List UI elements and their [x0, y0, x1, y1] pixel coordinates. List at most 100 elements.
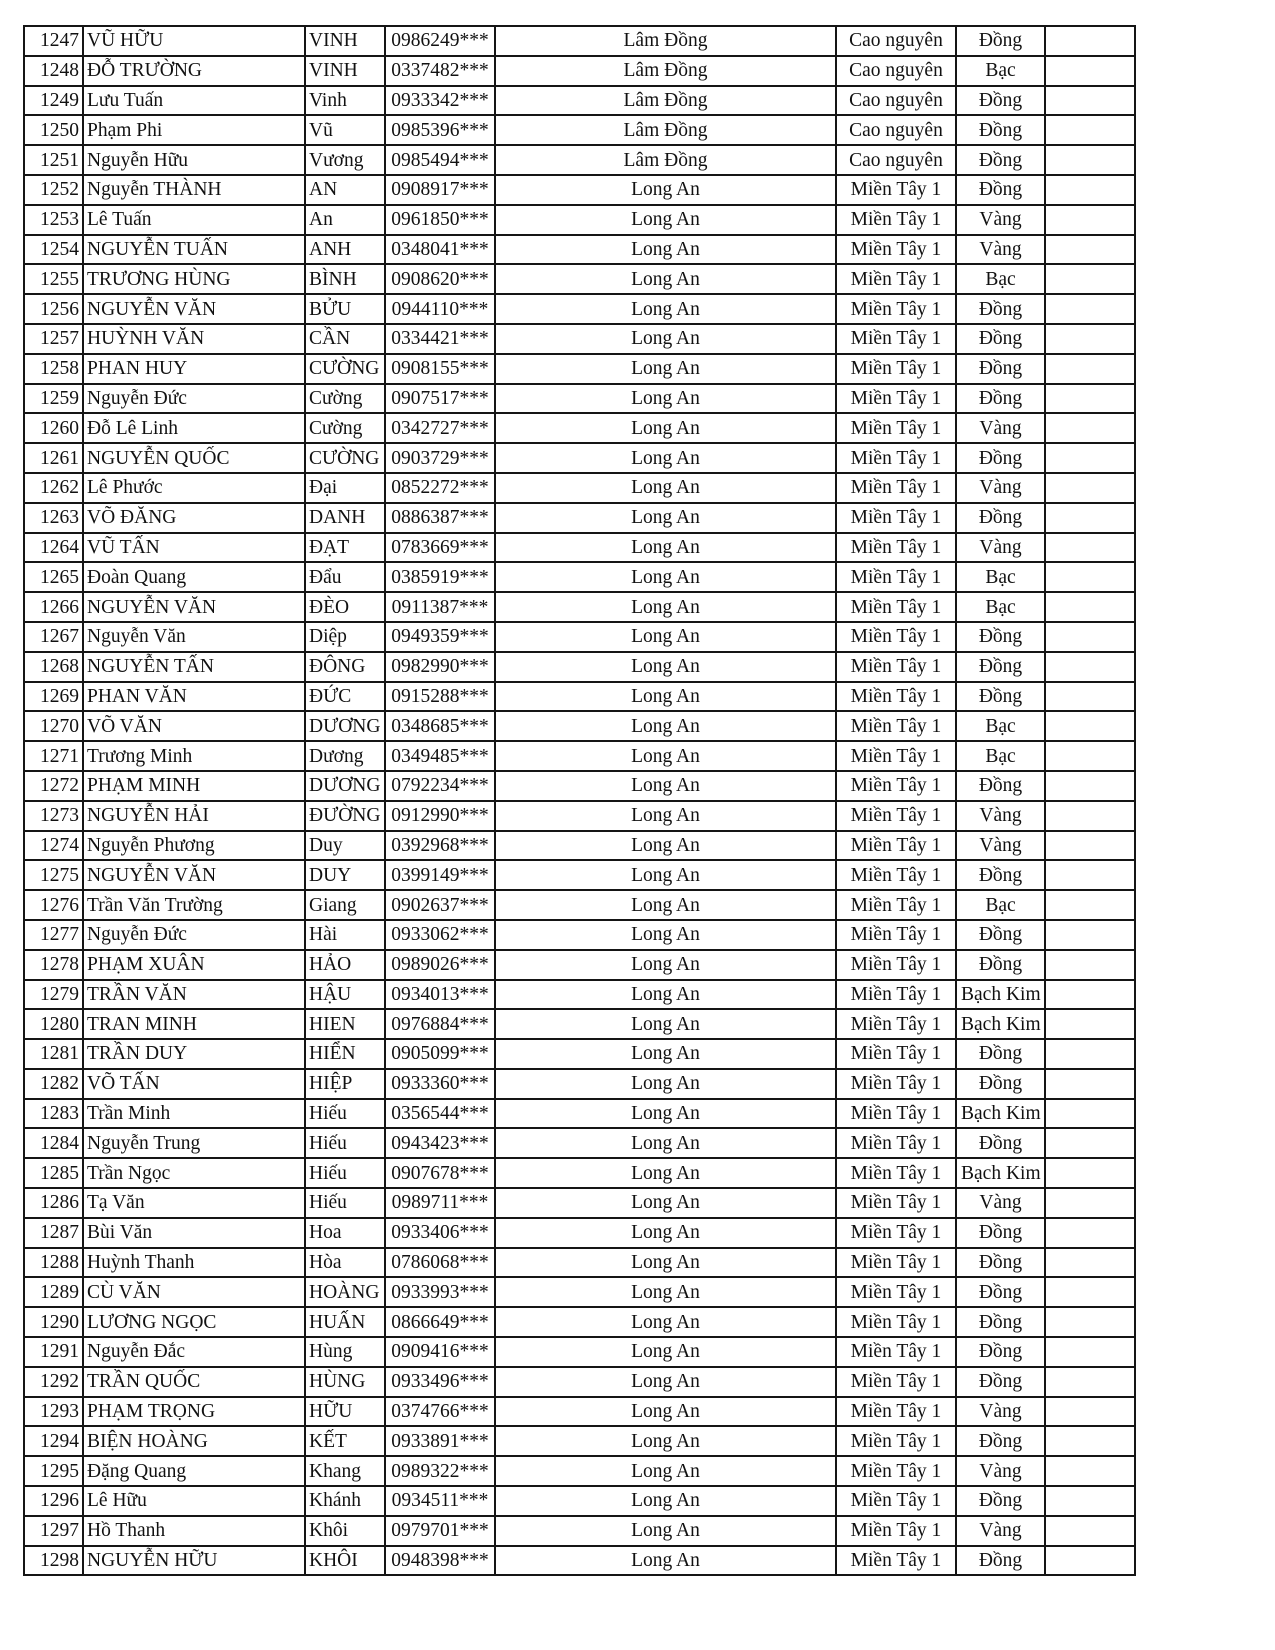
- tier-cell: Vàng: [955, 829, 1046, 862]
- province-cell: Long An: [494, 561, 837, 594]
- province-cell: Long An: [494, 1008, 837, 1041]
- table-row: 1280 TRAN MINH HIEN 0976884*** Long An Miền T…: [23, 1008, 1136, 1041]
- table-row: 1247 VŨ HỮU VINH 0986249*** Lâm Đồng Cao nguy…: [23, 25, 1136, 57]
- phone-number-cell: 0399149***: [384, 859, 496, 892]
- note-cell: [1044, 1306, 1136, 1339]
- row-number-cell: 1287: [23, 1216, 84, 1249]
- row-number-cell: 1298: [23, 1544, 84, 1577]
- row-number-cell: 1284: [23, 1127, 84, 1160]
- table-row: 1296 Lê Hữu Khánh 0934511*** Long An Miền Tây…: [23, 1485, 1136, 1517]
- given-name-cell: Hiếu: [304, 1157, 386, 1190]
- region-cell: Miền Tây 1: [835, 948, 957, 981]
- row-number-cell: 1258: [23, 352, 84, 385]
- phone-number-cell: 0903729***: [384, 442, 496, 474]
- row-number-cell: 1268: [23, 650, 84, 683]
- region-cell: Miền Tây 1: [835, 173, 957, 206]
- family-name-cell: Lê Phước: [82, 471, 306, 504]
- tier-cell: Đồng: [955, 1216, 1046, 1249]
- province-cell: Long An: [494, 889, 837, 921]
- family-name-cell: Trần Văn Trường: [82, 889, 306, 921]
- table-row: 1295 Đặng Quang Khang 0989322*** Long An Miền…: [23, 1455, 1136, 1488]
- table-row: 1266 NGUYỄN VĂN ĐÈO 0911387*** Long An Miền T…: [23, 591, 1136, 623]
- region-cell: Miền Tây 1: [835, 203, 957, 236]
- tier-cell: Bạc: [955, 889, 1046, 921]
- phone-number-cell: 0912990***: [384, 799, 496, 832]
- tier-cell: Đồng: [955, 114, 1046, 147]
- region-cell: Miền Tây 1: [835, 889, 957, 921]
- family-name-cell: NGUYỄN VĂN: [82, 591, 306, 623]
- row-number-cell: 1266: [23, 591, 84, 623]
- province-cell: Long An: [494, 769, 837, 802]
- family-name-cell: Nguyễn Đức: [82, 382, 306, 415]
- table-row: 1294 BIỆN HOÀNG KẾT 0933891*** Long An Miền T…: [23, 1425, 1136, 1458]
- note-cell: [1044, 1067, 1136, 1100]
- province-cell: Long An: [494, 1067, 837, 1100]
- region-cell: Miền Tây 1: [835, 591, 957, 623]
- family-name-cell: BIỆN HOÀNG: [82, 1425, 306, 1458]
- region-cell: Miền Tây 1: [835, 1038, 957, 1070]
- table-row: 1285 Trần Ngọc Hiếu 0907678*** Long An Miền T…: [23, 1157, 1136, 1190]
- region-cell: Cao nguyên: [835, 144, 957, 176]
- family-name-cell: Nguyễn Đức: [82, 918, 306, 951]
- phone-number-cell: 0886387***: [384, 501, 496, 534]
- row-number-cell: 1247: [23, 25, 84, 57]
- province-cell: Long An: [494, 620, 837, 653]
- row-number-cell: 1296: [23, 1485, 84, 1517]
- tier-cell: Đồng: [955, 620, 1046, 653]
- region-cell: Miền Tây 1: [835, 650, 957, 683]
- row-number-cell: 1261: [23, 442, 84, 474]
- tier-cell: Đồng: [955, 1067, 1046, 1100]
- given-name-cell: HUẤN: [304, 1306, 386, 1339]
- row-number-cell: 1252: [23, 173, 84, 206]
- tier-cell: Bạc: [955, 54, 1046, 87]
- given-name-cell: AN: [304, 173, 386, 206]
- note-cell: [1044, 1246, 1136, 1279]
- given-name-cell: Đẩu: [304, 561, 386, 594]
- given-name-cell: ĐÈO: [304, 591, 386, 623]
- note-cell: [1044, 1216, 1136, 1249]
- province-cell: Long An: [494, 799, 837, 832]
- note-cell: [1044, 620, 1136, 653]
- province-cell: Long An: [494, 1306, 837, 1339]
- given-name-cell: ANH: [304, 233, 386, 266]
- given-name-cell: Duy: [304, 829, 386, 862]
- tier-cell: Bạc: [955, 740, 1046, 772]
- phone-number-cell: 0348041***: [384, 233, 496, 266]
- region-cell: Miền Tây 1: [835, 382, 957, 415]
- table-row: 1262 Lê Phước Đại 0852272*** Long An Miền Tây…: [23, 471, 1136, 504]
- province-cell: Long An: [494, 1425, 837, 1458]
- given-name-cell: HÙNG: [304, 1365, 386, 1398]
- tier-cell: Đồng: [955, 1336, 1046, 1368]
- phone-number-cell: 0976884***: [384, 1008, 496, 1041]
- family-name-cell: Bùi Văn: [82, 1216, 306, 1249]
- note-cell: [1044, 1365, 1136, 1398]
- family-name-cell: ĐỖ TRƯỜNG: [82, 54, 306, 87]
- table-row: 1248 ĐỖ TRƯỜNG VINH 0337482*** Lâm Đồng Cao n…: [23, 54, 1136, 87]
- tier-cell: Đồng: [955, 144, 1046, 176]
- row-number-cell: 1265: [23, 561, 84, 594]
- row-number-cell: 1276: [23, 889, 84, 921]
- table-row: 1271 Trương Minh Dương 0349485*** Long An Miề…: [23, 740, 1136, 772]
- phone-number-cell: 0852272***: [384, 471, 496, 504]
- family-name-cell: Nguyễn Đắc: [82, 1336, 306, 1368]
- province-cell: Long An: [494, 1395, 837, 1428]
- table-row: 1264 VŨ TẤN ĐẠT 0783669*** Long An Miền Tây 1…: [23, 531, 1136, 564]
- phone-number-cell: 0342727***: [384, 412, 496, 445]
- tier-cell: Vàng: [955, 799, 1046, 832]
- tier-cell: Đồng: [955, 352, 1046, 385]
- province-cell: Lâm Đồng: [494, 25, 837, 57]
- table-row: 1283 Trần Minh Hiếu 0356544*** Long An Miền T…: [23, 1097, 1136, 1130]
- note-cell: [1044, 1336, 1136, 1368]
- row-number-cell: 1253: [23, 203, 84, 236]
- region-cell: Miền Tây 1: [835, 471, 957, 504]
- given-name-cell: Vương: [304, 144, 386, 176]
- row-number-cell: 1273: [23, 799, 84, 832]
- phone-number-cell: 0943423***: [384, 1127, 496, 1160]
- note-cell: [1044, 591, 1136, 623]
- province-cell: Long An: [494, 948, 837, 981]
- province-cell: Long An: [494, 531, 837, 564]
- family-name-cell: Đỗ Lê Linh: [82, 412, 306, 445]
- region-cell: Cao nguyên: [835, 84, 957, 117]
- phone-number-cell: 0933406***: [384, 1216, 496, 1249]
- tier-cell: Bạch Kim: [955, 1157, 1046, 1190]
